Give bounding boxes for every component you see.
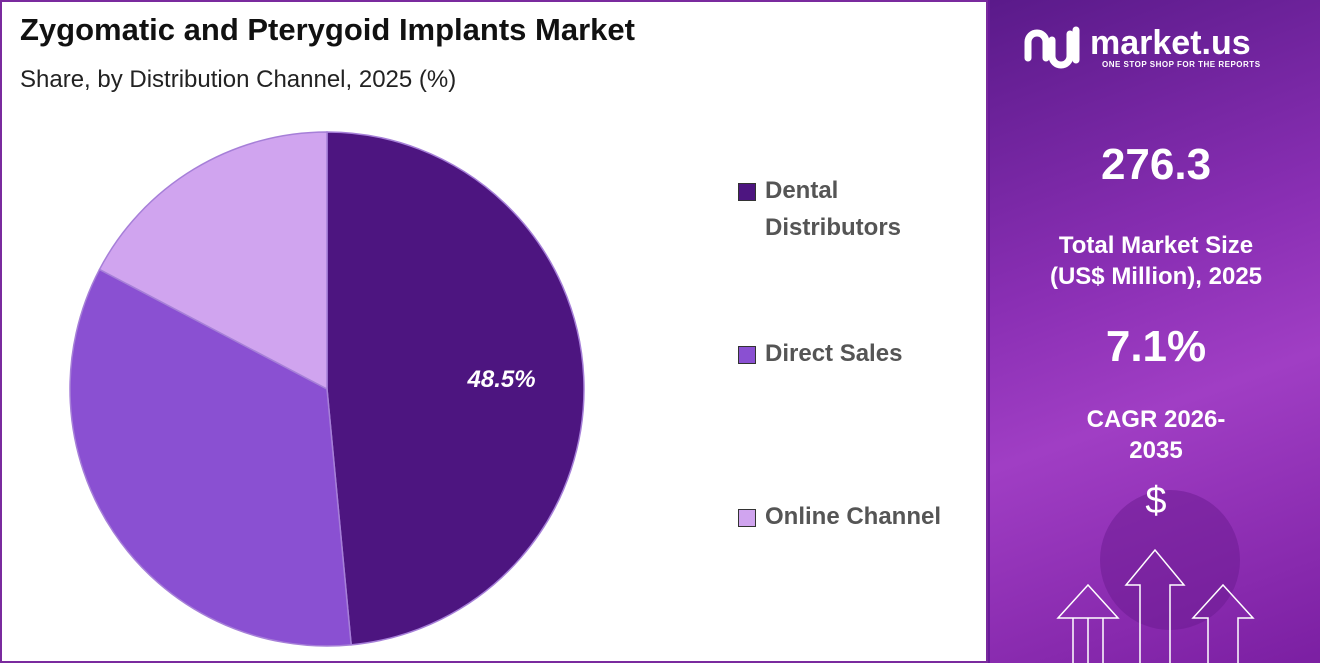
- arrow: [1056, 583, 1120, 663]
- legend-item: Online Channel: [738, 503, 965, 535]
- legend-item: Dental Distributors: [738, 177, 965, 246]
- legend-label: Dental Distributors: [765, 177, 902, 241]
- data-label: 48.5%: [467, 366, 536, 393]
- cagr-value: 7.1%: [1105, 322, 1207, 371]
- pie-slice: [98, 131, 328, 391]
- pie-slice: [326, 131, 585, 646]
- decor-circle: [1100, 490, 1240, 630]
- arrow: [1191, 583, 1255, 663]
- legend-swatch: [738, 346, 756, 364]
- logo-text: market.us: [1090, 24, 1251, 62]
- chart-title: Zygomatic and Pterygoid Implants Market: [20, 12, 635, 47]
- market-size-value: 276.3: [1100, 140, 1212, 189]
- legend-label: Online Channel: [765, 503, 942, 530]
- arrow: [1124, 548, 1186, 663]
- legend-label: Direct Sales: [765, 340, 903, 367]
- cagr-label: CAGR 2026-2035: [1086, 406, 1226, 464]
- chart-subtitle: Share, by Distribution Channel, 2025 (%): [20, 66, 457, 93]
- side-panel: market.us ONE STOP SHOP FOR THE REPORTS …: [988, 0, 1320, 663]
- legend-item: Direct Sales: [738, 340, 965, 372]
- pie-chart: 48.5%: [69, 131, 585, 647]
- legend-swatch: [738, 183, 756, 201]
- legend-swatch: [738, 509, 756, 527]
- tagline: ONE STOP SHOP FOR THE REPORTS: [1102, 60, 1261, 69]
- market-size-label: Total Market Size (US$ Million), 2025: [1049, 232, 1263, 290]
- currency-symbol: $: [1145, 480, 1167, 522]
- arrows: [1056, 548, 1255, 663]
- logo-icon: [1024, 26, 1080, 69]
- pie-slice: [69, 268, 353, 647]
- chart-area: Zygomatic and Pterygoid Implants Market …: [0, 0, 988, 663]
- decoration: [1024, 26, 1255, 663]
